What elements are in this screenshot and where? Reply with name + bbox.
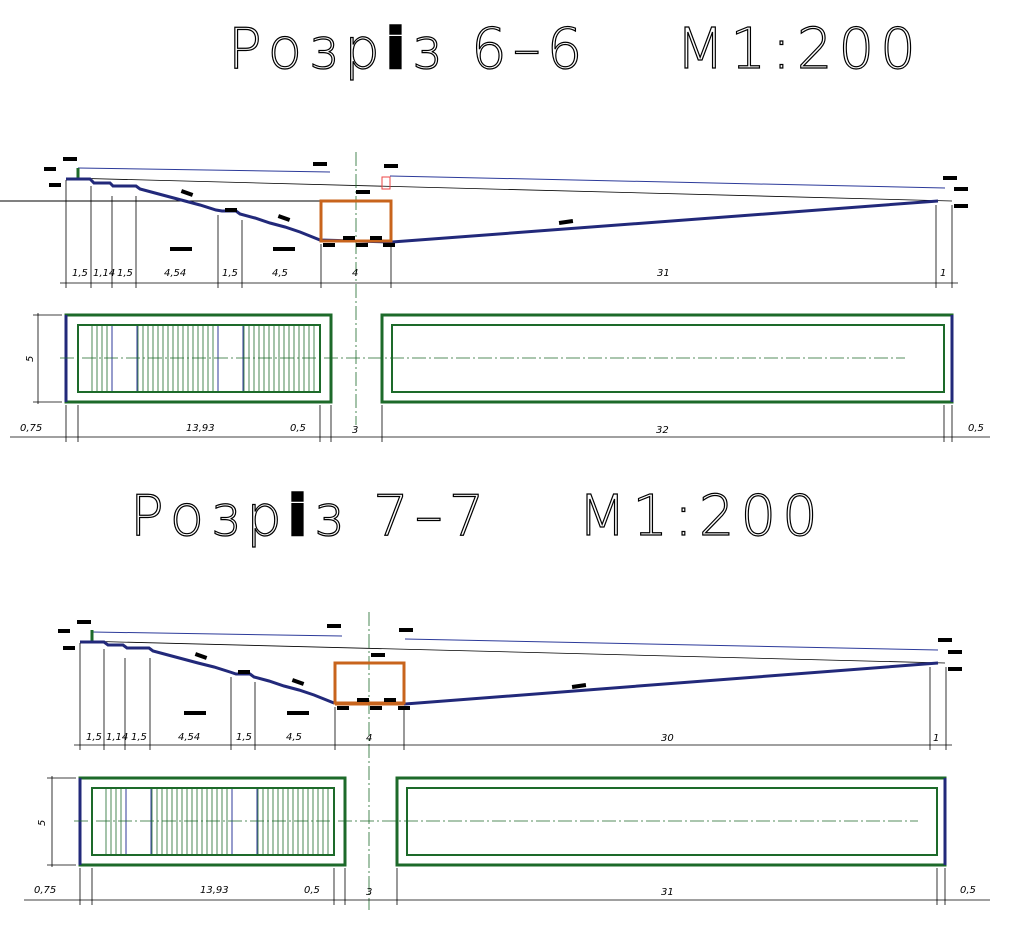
elevation-7-7: 1,5 1,14 1,5 4,54 1,5 4,5 4 30 1: [58, 612, 962, 910]
stair-profile: [80, 640, 939, 706]
dim-label: 1,5: [86, 732, 102, 743]
dim-label: 0,5: [960, 885, 976, 896]
section-7-7: Розріз 7–7 М1:200: [24, 483, 990, 910]
dim-label: 13,93: [200, 885, 229, 896]
dim-label: 31: [657, 268, 670, 279]
dim-label: 1,5: [117, 268, 133, 279]
plan-height-label: 5: [25, 356, 36, 362]
dim-label: 0,75: [34, 885, 56, 896]
dim-label: 4,54: [178, 732, 200, 743]
dim-label: 0,5: [290, 423, 306, 434]
section-title-7-7: Розріз 7–7: [130, 484, 490, 549]
dim-label: 13,93: [186, 423, 215, 434]
plan-height-label: 5: [37, 820, 48, 826]
dim-label: 0,75: [20, 423, 42, 434]
scale-label-7-7: М1:200: [578, 484, 824, 549]
dim-label: 4: [366, 733, 372, 744]
dim-label: 31: [661, 887, 674, 898]
section-title-6-6: Розріз 6–6: [228, 17, 588, 82]
dim-label: 1,14: [106, 732, 128, 743]
dim-label: 1,14: [93, 268, 115, 279]
dim-label: 4: [352, 268, 358, 279]
dim-label: 3: [352, 425, 358, 436]
section-6-6: Розріз 6–6 М1:200: [0, 16, 990, 442]
dim-label: 1,5: [222, 268, 238, 279]
dim-label: 3: [366, 887, 372, 898]
dim-label: 30: [661, 733, 674, 744]
reference-line: [67, 177, 953, 202]
scale-label-6-6: М1:200: [676, 17, 922, 82]
dim-label: 1,5: [131, 732, 147, 743]
elevation-6-6: 1,5 1,14 1,5 4,54 1,5 4,5 4 31 1: [0, 152, 968, 425]
plan-6-6: 5 0,75 13,93 0,5 3 32 0,5: [10, 313, 990, 442]
dim-label: 0,5: [304, 885, 320, 896]
plan-7-7: 5 0,75 13,93 0,5 3 31 0,5: [24, 776, 990, 905]
dim-label: 4,54: [164, 268, 186, 279]
dim-label: 32: [656, 425, 669, 436]
dim-label: 1: [940, 268, 946, 279]
stair-profile: [66, 177, 939, 244]
dim-label: 4,5: [272, 268, 288, 279]
dim-label: 1,5: [72, 268, 88, 279]
dim-label: 1: [933, 733, 939, 744]
dim-label: 1,5: [236, 732, 252, 743]
dim-label: 4,5: [286, 732, 302, 743]
dim-label: 0,5: [968, 423, 984, 434]
